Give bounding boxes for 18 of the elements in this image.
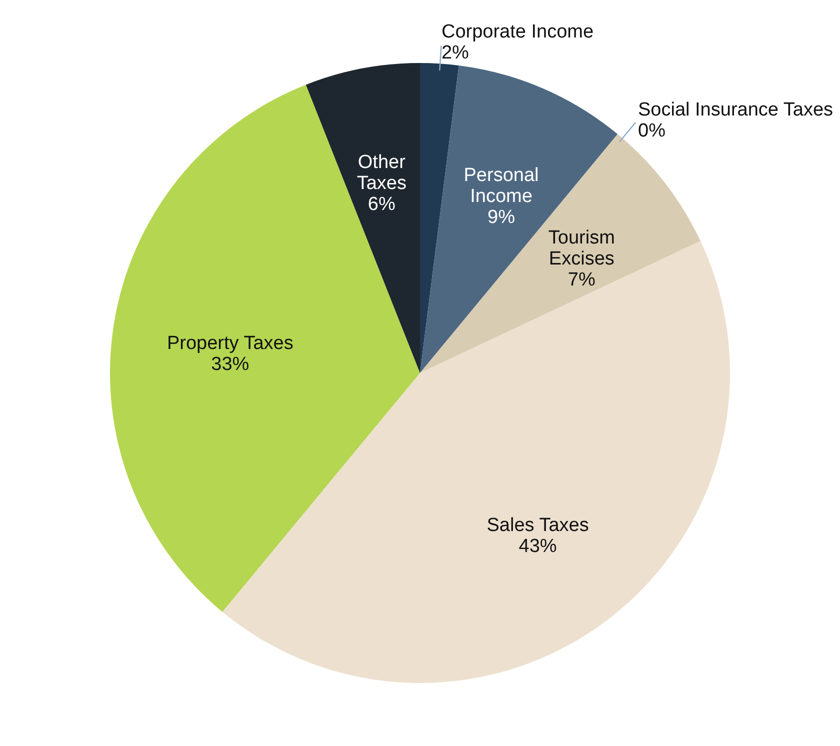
pie-slice (420, 63, 459, 373)
pie-slice (306, 63, 420, 373)
slice-label: Sales Taxes (486, 514, 589, 536)
pie-slice (110, 84, 420, 612)
data-label: 7% (568, 270, 596, 291)
data-label: 43% (518, 536, 557, 557)
category-label: Social Insurance Taxes (638, 99, 834, 120)
slice-label: Corporate Income (441, 22, 594, 43)
slice-label: Tourism Excises (548, 228, 615, 270)
pie-slice (420, 65, 618, 373)
data-label: 2% (441, 42, 470, 64)
data-label: 33% (211, 354, 250, 375)
slice-label: Other Taxes (356, 152, 406, 194)
text: 0% (638, 120, 666, 142)
slice-label: Personal Income (464, 165, 539, 208)
data-label: 9% (488, 207, 516, 228)
slice-label: Property Taxes (166, 332, 294, 354)
data-label: 6% (368, 194, 396, 216)
